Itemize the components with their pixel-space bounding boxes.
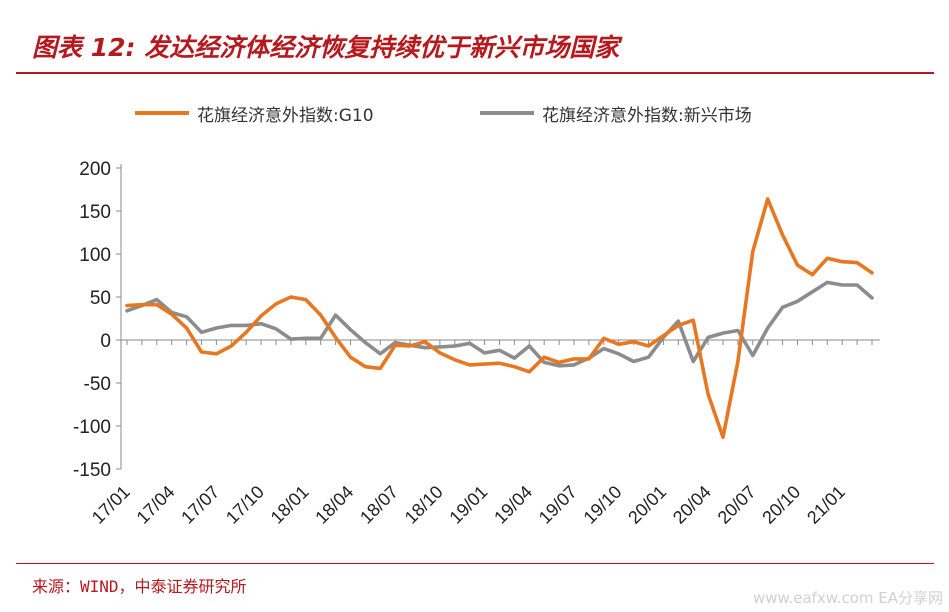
y-tick-label: 100 [79,245,111,266]
chart-legend: 花旗经济意外指数:G10 花旗经济意外指数:新兴市场 [0,100,949,126]
page-title: 图表 12: 发达经济体经济恢复持续优于新兴市场国家 [32,33,620,62]
x-tick-label: 17/07 [177,482,223,528]
series-line-g10 [125,197,874,440]
y-tick-label: -50 [84,374,111,395]
y-tick-label: -150 [73,460,111,481]
x-tick-label: 17/04 [133,482,179,528]
y-tick-label: 0 [100,331,111,352]
x-tick-label: 17/01 [88,482,134,528]
x-tick-label: 17/10 [222,482,268,528]
x-tick-label: 20/10 [758,482,804,528]
x-tick-label: 18/10 [401,482,447,528]
x-tick-label: 21/01 [803,482,849,528]
watermark: www.eafxw.com EA分享网 [753,589,943,607]
x-tick-label: 20/01 [624,482,670,528]
legend-label-g10: 花旗经济意外指数:G10 [197,105,374,126]
source-note: 来源：WIND，中泰证券研究所 [32,577,247,596]
legend-item-em: 花旗经济意外指数:新兴市场 [480,100,752,126]
y-tick-label: 200 [79,159,111,180]
y-tick-label: -100 [73,417,111,438]
x-tick-label: 20/07 [714,482,760,528]
x-tick-label: 20/04 [669,482,715,528]
header: 图表 12: 发达经济体经济恢复持续优于新兴市场国家 [0,0,949,75]
y-tick-label: 50 [90,288,111,309]
legend-label-em: 花旗经济意外指数:新兴市场 [542,105,752,126]
footer-divider [16,563,934,564]
x-tick-label: 19/01 [445,482,491,528]
line-chart: 200 150 100 50 0 -50 -100 -15017/0117/0417/0717… [73,159,880,528]
y-tick-label: 150 [79,202,111,223]
title-divider [16,72,934,74]
legend-swatch-g10 [135,111,189,115]
x-tick-label: 19/04 [490,482,536,528]
legend-swatch-em [480,111,534,115]
x-tick-label: 18/01 [267,482,313,528]
x-tick-label: 18/07 [356,482,402,528]
x-tick-label: 18/04 [311,482,357,528]
x-tick-label: 19/07 [535,482,581,528]
series-line-em [125,280,874,368]
legend-item-g10: 花旗经济意外指数:G10 [135,100,374,126]
x-tick-label: 19/10 [580,482,626,528]
